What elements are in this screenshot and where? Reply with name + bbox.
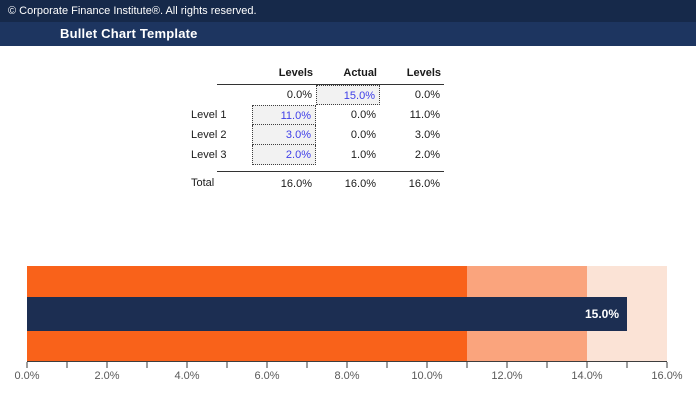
- axis-tick: [106, 362, 108, 368]
- axis-tick-label: 16.0%: [651, 370, 683, 382]
- table-row: 0.0% 15.0% 0.0%: [185, 85, 444, 105]
- bullet-chart: 15.0% 0.0% 2.0% 4.0% 6.0% 8.0% 10.0% 12.0% 14.0…: [14, 266, 683, 396]
- column-header-levels-1: Levels: [278, 67, 313, 79]
- x-axis-ticks: [26, 362, 668, 368]
- title-bar: Bullet Chart Template: [0, 22, 696, 46]
- total-levels2: 16.0%: [408, 178, 440, 190]
- axis-tick-label: 6.0%: [254, 370, 280, 382]
- total-actual: 16.0%: [344, 178, 376, 190]
- axis-tick: [506, 362, 508, 368]
- actual-value-label: 15.0%: [584, 307, 619, 321]
- cell-levels2-row3: 2.0%: [414, 149, 440, 161]
- row-label: Level 3: [191, 149, 227, 161]
- input-cell-level1[interactable]: 11.0%: [252, 105, 316, 125]
- cell-actual-row2: 0.0%: [350, 129, 376, 141]
- header-row-label: [185, 64, 217, 85]
- table-header-row: Levels Actual Levels: [185, 64, 444, 85]
- row-label: Level 1: [191, 109, 227, 121]
- axis-tick: [626, 362, 628, 368]
- axis-tick: [266, 362, 268, 368]
- input-cell-actual[interactable]: 15.0%: [316, 85, 380, 105]
- cell-actual-row3: 1.0%: [350, 149, 376, 161]
- row-label: Level 2: [191, 129, 227, 141]
- actual-value-bar: 15.0%: [27, 297, 627, 331]
- axis-tick: [466, 362, 468, 368]
- axis-tick: [346, 362, 348, 368]
- copyright-text: © Corporate Finance Institute®. All righ…: [8, 5, 257, 17]
- axis-tick-label: 14.0%: [571, 370, 603, 382]
- copyright-bar: © Corporate Finance Institute®. All righ…: [0, 0, 696, 22]
- axis-tick: [666, 362, 668, 368]
- total-row-label: Total: [191, 177, 215, 189]
- axis-tick-label: 10.0%: [411, 370, 443, 382]
- table-row: Level 2 3.0% 0.0% 3.0%: [185, 125, 444, 145]
- cell-levels1-row0: 0.0%: [286, 89, 312, 101]
- row-label: [185, 85, 217, 105]
- cell-actual-row1: 0.0%: [350, 109, 376, 121]
- axis-tick-label: 4.0%: [174, 370, 200, 382]
- axis-tick: [146, 362, 148, 368]
- axis-tick: [226, 362, 228, 368]
- x-axis-labels: 0.0% 2.0% 4.0% 6.0% 8.0% 10.0% 12.0% 14.0% 16.0%: [14, 370, 682, 386]
- axis-tick-label: 2.0%: [94, 370, 120, 382]
- axis-tick-label: 12.0%: [491, 370, 523, 382]
- axis-tick-label: 0.0%: [14, 370, 40, 382]
- axis-tick: [586, 362, 588, 368]
- axis-tick: [546, 362, 548, 368]
- input-cell-level2[interactable]: 3.0%: [252, 125, 316, 145]
- axis-tick: [26, 362, 28, 368]
- table-row: Level 3 2.0% 1.0% 2.0%: [185, 145, 444, 165]
- header-spacer: [217, 64, 252, 84]
- axis-tick-label: 8.0%: [334, 370, 360, 382]
- table-total-row: Total 16.0% 16.0% 16.0%: [185, 171, 444, 193]
- data-table: Levels Actual Levels 0.0% 15.0% 0.0% Lev…: [185, 64, 444, 193]
- total-levels1: 16.0%: [280, 178, 312, 190]
- axis-tick: [386, 362, 388, 368]
- cell-levels2-row0: 0.0%: [414, 89, 440, 101]
- column-header-actual: Actual: [343, 67, 377, 79]
- input-cell-level3[interactable]: 2.0%: [252, 145, 316, 165]
- column-header-levels-2: Levels: [406, 67, 441, 79]
- axis-tick: [426, 362, 428, 368]
- axis-tick: [306, 362, 308, 368]
- axis-tick: [66, 362, 68, 368]
- cell-levels2-row1: 11.0%: [409, 109, 440, 121]
- axis-tick: [186, 362, 188, 368]
- table-row: Level 1 11.0% 0.0% 11.0%: [185, 105, 444, 125]
- page-title: Bullet Chart Template: [60, 26, 198, 41]
- cell-levels2-row2: 3.0%: [414, 129, 440, 141]
